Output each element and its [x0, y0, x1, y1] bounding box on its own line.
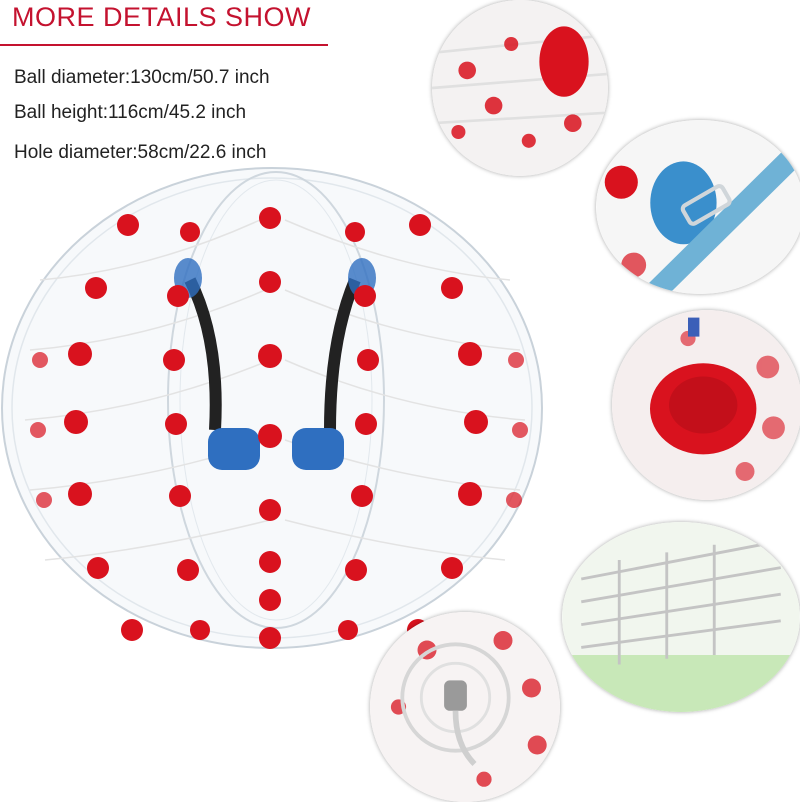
bubble-ball-product-image: [1, 167, 543, 649]
detail-image-red-dot: [612, 310, 800, 500]
title-underline: [0, 44, 328, 46]
spec-hole-diameter: Hole diameter:58cm/22.6 inch: [14, 142, 267, 163]
detail-image-inner-strings: [562, 522, 800, 712]
detail-image-air-valve: [370, 612, 560, 802]
section-title: MORE DETAILS SHOW: [12, 2, 312, 32]
spec-ball-height: Ball height:116cm/45.2 inch: [14, 102, 247, 123]
detail-image-top-dots: [432, 0, 608, 176]
spec-ball-diameter: Ball diameter:130cm/50.7 inch: [14, 67, 270, 88]
detail-image-shoulder-strap: [596, 120, 800, 294]
